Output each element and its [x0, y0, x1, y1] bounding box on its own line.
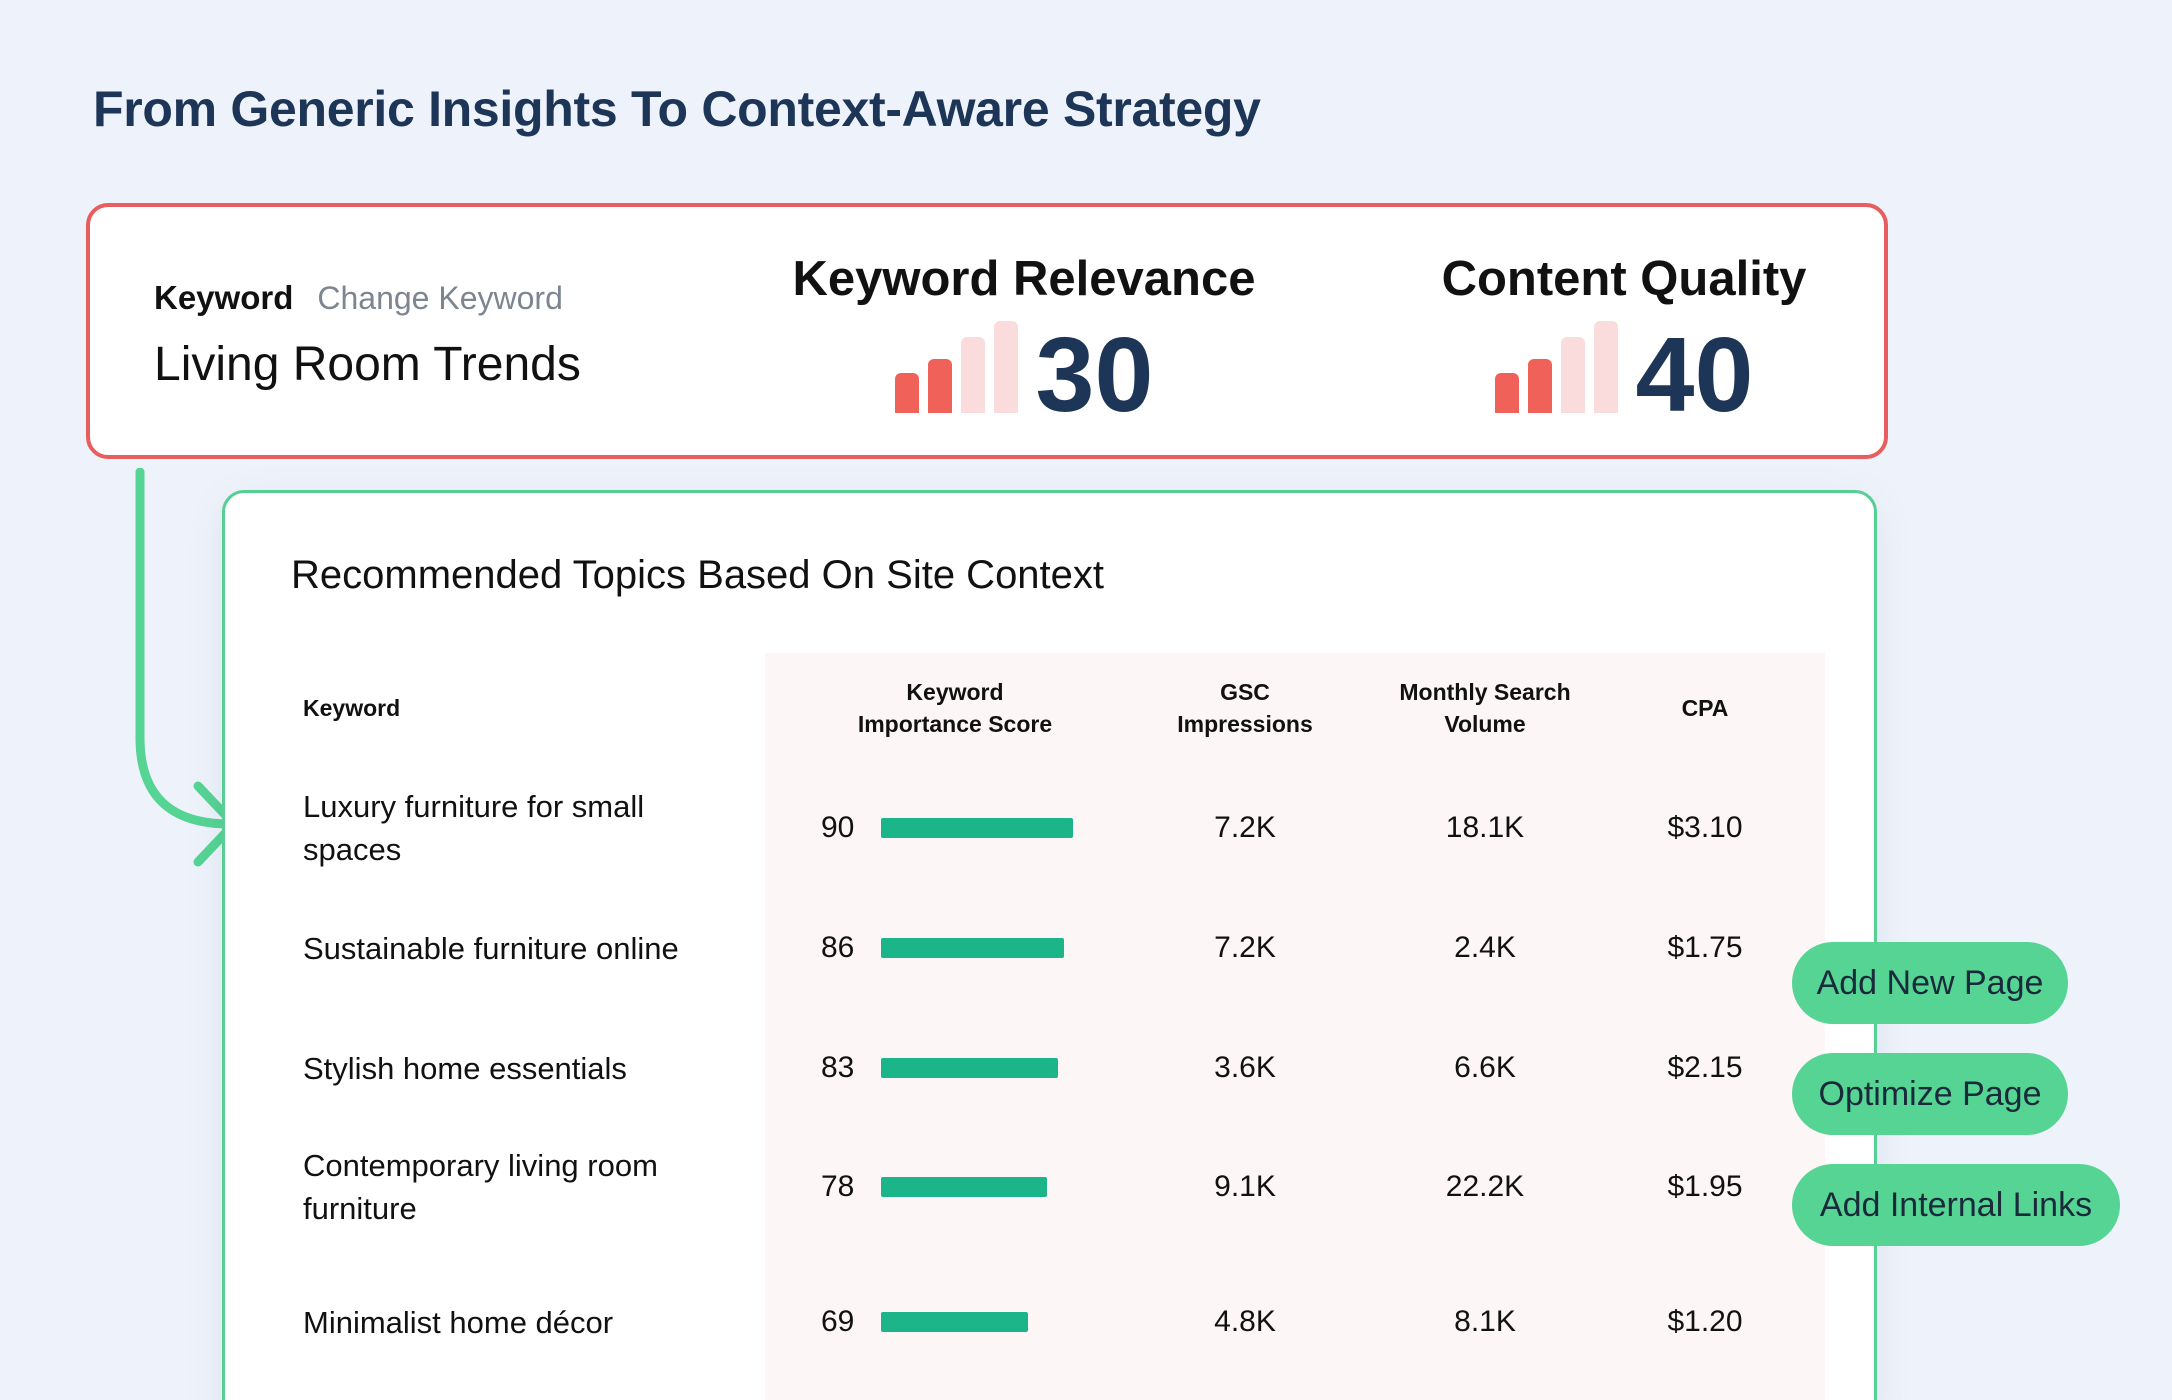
signal-bar	[927, 359, 952, 413]
column-header-cpa: CPA	[1625, 673, 1785, 743]
column-header-label: Impressions	[1177, 711, 1313, 737]
signal-bar	[894, 373, 919, 413]
gsc-impressions-value: 7.2K	[1214, 931, 1276, 964]
keyword-value: Living Room Trends	[154, 338, 581, 391]
metric-title: Keyword Relevance	[792, 252, 1256, 306]
monthly-search-volume-value: 2.4K	[1454, 931, 1516, 964]
cpa-value: $3.10	[1667, 811, 1743, 844]
monthly-search-volume-value: 22.2K	[1445, 1170, 1525, 1203]
cpa-value: $1.95	[1667, 1170, 1743, 1203]
column-header-label: Monthly Search	[1399, 679, 1571, 705]
row-keyword: Minimalist home décor	[303, 1301, 753, 1344]
column-header-label: Keyword	[303, 695, 401, 721]
keyword-label: Keyword	[154, 279, 294, 316]
row-keyword-line: spaces	[303, 832, 402, 867]
metric-score: 30	[1035, 316, 1154, 434]
gsc-impressions-value: 9.1K	[1214, 1170, 1276, 1203]
column-header-gsc: GSC Impressions	[1135, 673, 1355, 743]
cpa-value: $1.20	[1667, 1305, 1743, 1338]
importance-score-bar	[881, 938, 1064, 958]
row-keyword-line: Stylish home essentials	[303, 1050, 627, 1086]
metric-columns-background	[765, 653, 1825, 1400]
signal-bars-icon	[1494, 321, 1618, 413]
gsc-impressions-value: 7.2K	[1214, 811, 1276, 844]
importance-score-bar	[881, 1312, 1028, 1332]
row-keyword-line: Luxury furniture for small	[303, 789, 645, 824]
row-keyword: Sustainable furniture online	[303, 927, 753, 970]
signal-bar	[1494, 373, 1519, 413]
signal-bars-icon	[894, 321, 1018, 413]
column-header-keyword: Keyword	[303, 673, 400, 743]
row-keyword: Contemporary living room furniture	[303, 1144, 753, 1230]
importance-score-value: 69	[821, 1305, 855, 1338]
importance-score-value: 78	[821, 1170, 855, 1203]
cpa-value: $1.75	[1667, 931, 1743, 964]
row-keyword-line: Contemporary living room	[303, 1148, 658, 1183]
column-header-label: Importance Score	[857, 711, 1053, 737]
monthly-search-volume-value: 6.6K	[1454, 1051, 1516, 1084]
row-keyword: Stylish home essentials	[303, 1047, 753, 1090]
cpa-value: $2.15	[1667, 1051, 1743, 1084]
column-header-label: Volume	[1444, 711, 1526, 737]
column-header-label: CPA	[1681, 695, 1729, 721]
topics-title: Recommended Topics Based On Site Context	[291, 553, 1105, 597]
recommended-topics-card: Recommended Topics Based On Site Context…	[222, 490, 1877, 1400]
row-keyword-line: furniture	[303, 1191, 417, 1226]
metric-title: Content Quality	[1441, 252, 1807, 306]
signal-bar	[993, 321, 1018, 413]
change-keyword-link[interactable]: Change Keyword	[317, 280, 563, 316]
importance-score-bar	[881, 1177, 1047, 1197]
signal-bar	[960, 337, 985, 413]
column-header-label: GSC	[1220, 679, 1270, 705]
importance-score-value: 83	[821, 1051, 855, 1084]
signal-bar	[1593, 321, 1618, 413]
keyword-relevance-metric: Keyword Relevance 30	[784, 251, 1264, 434]
column-header-importance: Keyword Importance Score	[805, 673, 1105, 743]
gsc-impressions-value: 4.8K	[1214, 1305, 1276, 1338]
add-new-page-button[interactable]: Add New Page	[1792, 942, 2068, 1024]
importance-score-bar	[881, 818, 1073, 838]
monthly-search-volume-value: 8.1K	[1454, 1305, 1516, 1338]
page-title: From Generic Insights To Context-Aware S…	[93, 81, 1261, 137]
monthly-search-volume-value: 18.1K	[1445, 811, 1525, 844]
content-quality-metric: Content Quality 40	[1414, 251, 1834, 434]
metric-score: 40	[1635, 316, 1754, 434]
column-header-label: Keyword	[906, 679, 1004, 705]
row-keyword: Luxury furniture for small spaces	[303, 785, 753, 871]
importance-score-bar	[881, 1058, 1058, 1078]
importance-score-value: 90	[821, 811, 855, 844]
add-internal-links-button[interactable]: Add Internal Links	[1792, 1164, 2120, 1246]
row-keyword-line: Minimalist home décor	[303, 1304, 614, 1340]
signal-bar	[1560, 337, 1585, 413]
keyword-label-row: Keyword Change Keyword	[154, 279, 563, 317]
gsc-impressions-value: 3.6K	[1214, 1051, 1276, 1084]
optimize-page-button[interactable]: Optimize Page	[1792, 1053, 2068, 1135]
signal-bar	[1527, 359, 1552, 413]
keyword-card: Keyword Change Keyword Living Room Trend…	[86, 203, 1888, 459]
column-header-volume: Monthly Search Volume	[1365, 673, 1605, 743]
row-keyword-line: Sustainable furniture online	[303, 930, 679, 966]
importance-score-value: 86	[821, 931, 855, 964]
